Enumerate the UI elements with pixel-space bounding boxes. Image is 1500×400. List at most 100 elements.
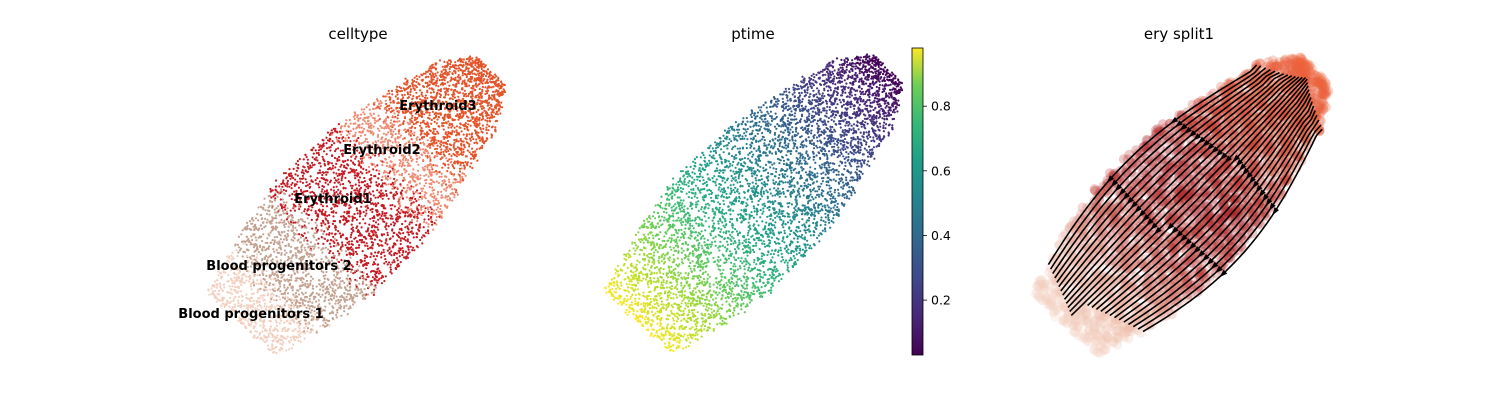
cell-point xyxy=(306,209,309,212)
cell-point xyxy=(469,139,472,142)
cell-point xyxy=(446,113,449,117)
cell-point xyxy=(344,250,347,253)
cell-point xyxy=(233,276,236,279)
cell-point xyxy=(481,85,484,89)
cell-point xyxy=(442,153,445,156)
cell-point xyxy=(321,188,324,191)
cell-point xyxy=(280,182,283,186)
cell-point xyxy=(368,170,371,173)
cell-point xyxy=(453,138,456,142)
cell-point xyxy=(442,83,445,86)
cell-point xyxy=(484,112,487,115)
cell-point xyxy=(414,184,417,187)
cell-point xyxy=(375,181,378,184)
cell-point xyxy=(291,329,294,332)
cell-point xyxy=(332,318,335,321)
cell-point xyxy=(288,185,291,188)
cell-point xyxy=(346,163,349,166)
cell-point xyxy=(475,148,478,151)
cell-point xyxy=(372,233,375,236)
cell-point xyxy=(423,135,426,138)
cell-point xyxy=(370,124,373,127)
cell-point xyxy=(475,117,478,120)
cell-point xyxy=(387,183,390,186)
cell-point xyxy=(490,103,493,106)
cell-point xyxy=(325,286,328,289)
cell-point xyxy=(360,226,363,229)
cell-point xyxy=(215,279,218,282)
cell-point xyxy=(257,228,260,231)
cell-point xyxy=(365,168,368,172)
cell-point xyxy=(407,85,410,89)
cell-point xyxy=(439,204,442,207)
cell-point xyxy=(486,86,490,89)
cell-point xyxy=(231,256,234,259)
cell-point xyxy=(305,251,308,254)
cell-point xyxy=(341,170,344,173)
cell-point xyxy=(255,239,258,242)
cell-point xyxy=(428,182,431,185)
cell-point xyxy=(342,296,345,299)
cell-point xyxy=(383,254,386,257)
cell-point xyxy=(318,169,321,172)
cell-point xyxy=(376,184,379,188)
cell-point xyxy=(428,72,432,75)
cell-point xyxy=(286,185,289,188)
cell-point xyxy=(271,343,274,346)
cell-point xyxy=(456,90,459,93)
cell-point xyxy=(297,220,300,223)
cell-point xyxy=(336,131,339,134)
cell-point xyxy=(292,239,295,242)
cell-point xyxy=(359,261,363,264)
cell-point xyxy=(284,301,287,304)
cell-point xyxy=(306,161,309,164)
cell-point xyxy=(491,78,494,81)
cell-point xyxy=(396,239,399,242)
cell-point xyxy=(463,146,466,149)
cell-point xyxy=(280,213,283,216)
cell-point xyxy=(386,234,389,237)
cell-point xyxy=(246,254,249,257)
cell-point xyxy=(351,265,354,268)
cell-point xyxy=(352,168,355,171)
cell-point xyxy=(329,249,332,253)
cell-point xyxy=(346,274,349,277)
cell-point xyxy=(426,139,429,142)
cell-point xyxy=(300,246,303,249)
cell-point xyxy=(482,117,485,120)
cell-point xyxy=(288,174,291,177)
cell-point xyxy=(398,132,401,135)
cell-point xyxy=(221,296,224,299)
cell-point xyxy=(302,158,305,161)
cell-point xyxy=(296,289,299,292)
cell-point xyxy=(273,289,276,292)
cell-point xyxy=(493,97,496,100)
cell-point xyxy=(307,322,310,325)
cell-point xyxy=(331,287,334,290)
cell-point xyxy=(448,122,451,125)
cell-point xyxy=(307,231,310,234)
cell-point xyxy=(210,287,213,290)
cell-point xyxy=(282,188,285,192)
cell-point xyxy=(372,112,375,115)
cell-point xyxy=(410,230,413,233)
cell-point xyxy=(425,70,428,73)
cell-point xyxy=(440,216,443,219)
cell-point xyxy=(463,89,466,92)
cell-point xyxy=(367,286,370,289)
cell-point xyxy=(499,105,502,108)
cell-point xyxy=(304,153,307,156)
cell-point xyxy=(353,269,356,272)
cell-point xyxy=(323,299,326,302)
cell-point xyxy=(383,220,386,223)
cell-point xyxy=(303,208,306,211)
cell-point xyxy=(366,129,369,132)
cell-point xyxy=(385,95,388,98)
cell-point xyxy=(411,174,414,177)
cell-point xyxy=(482,127,485,130)
cell-point xyxy=(347,212,350,215)
cell-point xyxy=(340,163,343,166)
cell-point xyxy=(339,299,343,302)
cell-point xyxy=(319,162,322,165)
cell-point xyxy=(296,180,299,183)
